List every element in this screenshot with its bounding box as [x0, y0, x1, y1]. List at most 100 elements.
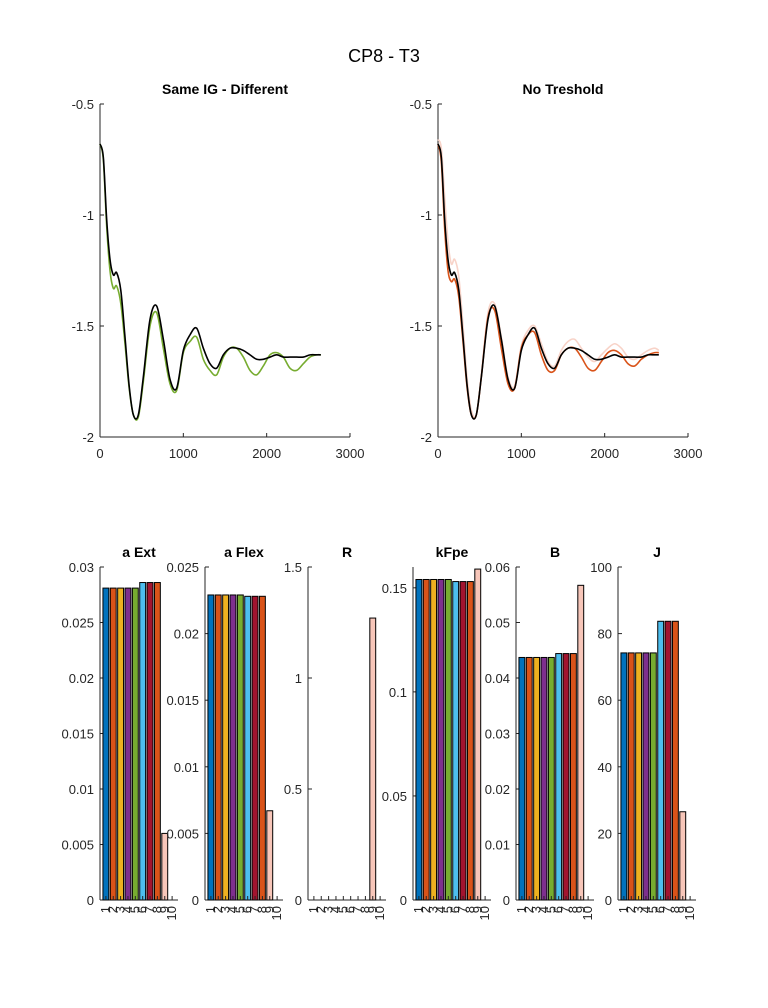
y-tick-label: 0.01 [174, 760, 199, 775]
x-tick-label: 5 [645, 906, 660, 913]
bar-1 [102, 587, 110, 901]
bar-9 [679, 811, 687, 901]
y-tick-label: 0.015 [166, 693, 199, 708]
bar-8 [671, 620, 679, 901]
bar-2 [214, 594, 222, 901]
x-tick-label: 2 [313, 906, 328, 913]
y-tick-label: 0 [503, 893, 510, 908]
y-tick-label: -1 [82, 208, 94, 223]
y-tick-label: 0.15 [382, 581, 407, 596]
y-tick-label: 0.02 [174, 627, 199, 642]
x-tick-label: 2 [623, 906, 638, 913]
bar-7 [562, 653, 570, 901]
bar-5 [547, 656, 555, 901]
x-tick-label: 9 [262, 906, 277, 913]
panel-title: a Flex [224, 544, 264, 560]
panel-title: kFpe [436, 544, 469, 560]
y-tick-label: -1 [420, 208, 432, 223]
x-tick-label: 5 [440, 906, 455, 913]
bar-6 [452, 581, 460, 901]
panel-title: B [550, 544, 560, 560]
y-tick-label: 1 [295, 671, 302, 686]
y-tick-label: 0.005 [166, 826, 199, 841]
bar-6 [139, 582, 147, 901]
chart-panel-4: a Flex00.0050.010.0150.020.0251234567891… [166, 544, 284, 920]
y-tick-label: 0.02 [485, 782, 510, 797]
bar-5 [131, 587, 139, 901]
chart-panel-3: a Ext 0 0.005 0.01 0.015 0.02 0.025 0.03 1234567… [61, 544, 179, 920]
x-tick-label: 3 [113, 906, 128, 913]
x-tick-label: 8 [357, 906, 372, 913]
x-tick-label: 1 [411, 906, 426, 913]
bar-7 [146, 582, 154, 901]
bar-1 [207, 594, 215, 901]
x-tick-label: 1 [98, 906, 113, 913]
y-tick-label: 0.5 [284, 782, 302, 797]
bar-1 [415, 578, 423, 901]
y-tick-label: 0 [605, 893, 612, 908]
bar-6 [657, 620, 665, 901]
x-tick-label: 8 [565, 906, 580, 913]
x-tick-label: 8 [667, 906, 682, 913]
x-tick-label: 7 [247, 906, 262, 913]
x-tick-label: 4 [536, 906, 551, 913]
y-tick-label: 0.03 [485, 727, 510, 742]
x-tick-label: 2000 [590, 446, 619, 461]
y-tick-label: 60 [598, 693, 612, 708]
x-tick-label: 3000 [674, 446, 703, 461]
x-tick-label: 2 [521, 906, 536, 913]
x-tick-label: 7 [350, 906, 365, 913]
y-tick-label: 0.025 [61, 616, 94, 631]
y-tick-label: 0.03 [69, 560, 94, 575]
bar-9 [161, 832, 169, 901]
y-tick-label: 0 [192, 893, 199, 908]
x-tick-label: 8 [462, 906, 477, 913]
bar-8 [153, 582, 161, 901]
y-tick-label: 40 [598, 760, 612, 775]
x-tick-label: 5 [127, 906, 142, 913]
bar-8 [466, 581, 474, 901]
bar-4 [437, 578, 445, 901]
x-tick-label: 4 [225, 906, 240, 913]
y-tick-label: -2 [82, 430, 94, 445]
y-tick-label: 20 [598, 826, 612, 841]
y-tick-label: 0 [400, 893, 407, 908]
chart-panel-1: Same IG - Different -2 -1.5 -1 -0.5 0 1000 2000… [72, 81, 365, 461]
y-tick-label: 0.02 [69, 671, 94, 686]
x-tick-label: 1 [616, 906, 631, 913]
x-tick-label: 7 [558, 906, 573, 913]
x-tick-label: 1 [306, 906, 321, 913]
x-tick-label: 1 [514, 906, 529, 913]
y-tick-label: 0 [87, 893, 94, 908]
x-tick-label: 10 [164, 906, 179, 920]
y-tick-label: 0.06 [485, 560, 510, 575]
series-line-1 [99, 143, 321, 421]
bar-7 [459, 581, 467, 901]
x-tick-label: 4 [433, 906, 448, 913]
series-line-1 [437, 139, 660, 419]
y-tick-label: 0.01 [485, 838, 510, 853]
x-tick-label: 6 [551, 906, 566, 913]
bar-9 [266, 810, 274, 901]
bar-3 [222, 594, 230, 901]
y-tick-label: 0.05 [382, 789, 407, 804]
x-tick-label: 6 [448, 906, 463, 913]
chart-panel-2: No Treshold -2 -1.5 -1 -0.5 0 1000 2000 3000 [410, 81, 703, 461]
x-tick-label: 5 [335, 906, 350, 913]
bar-7 [664, 620, 672, 901]
panels-group: Same IG - Different-2-1.5-1-0.50 1000 2000… [61, 81, 702, 920]
x-tick-label: 6 [653, 906, 668, 913]
y-tick-label: -1.5 [410, 319, 432, 334]
figure-title: CP8 - T3 [348, 46, 420, 66]
x-tick-label: 4 [638, 906, 653, 913]
x-tick-label: 8 [149, 906, 164, 913]
x-tick-label: 4 [120, 906, 135, 913]
x-tick-label: 0 [434, 446, 441, 461]
y-tick-label: 100 [590, 560, 612, 575]
bar-8 [569, 653, 577, 901]
x-tick-label: 7 [142, 906, 157, 913]
x-tick-label: 3 [426, 906, 441, 913]
x-tick-label: 3 [529, 906, 544, 913]
